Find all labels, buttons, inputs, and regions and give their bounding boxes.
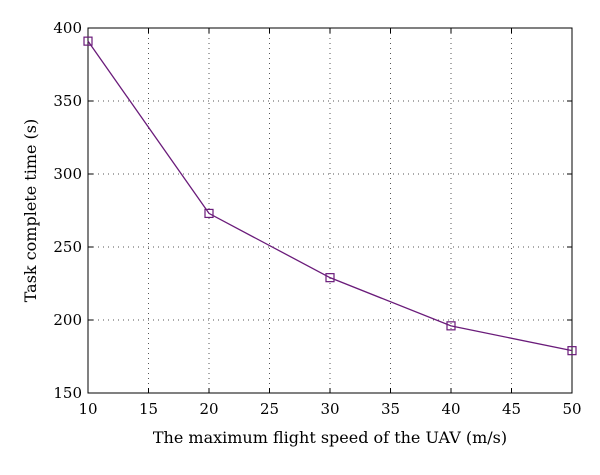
y-tick-label: 300: [53, 165, 82, 183]
data-point-marker: [83, 36, 93, 46]
y-tick-label: 400: [53, 19, 82, 37]
x-tick-label: 15: [139, 400, 158, 418]
x-tick-label: 50: [562, 400, 581, 418]
y-tick-label: 150: [53, 384, 82, 402]
series-line: [87, 40, 573, 352]
x-tick-label: 10: [78, 400, 97, 418]
x-axis-title: The maximum flight speed of the UAV (m/s…: [153, 428, 507, 447]
y-tick-label: 350: [53, 92, 82, 110]
x-tick-label: 40: [441, 400, 460, 418]
series-layer: [83, 36, 577, 356]
data-point-marker: [567, 346, 577, 356]
grid-layer: [88, 28, 572, 393]
x-tick-label: 20: [199, 400, 218, 418]
y-tick-label: 250: [53, 238, 82, 256]
x-tick-label: 45: [502, 400, 521, 418]
data-point-marker: [325, 273, 335, 283]
y-axis-title: Task complete time (s): [21, 119, 40, 303]
data-point-marker: [204, 208, 214, 219]
tick-layer: 10 15 20 25 30 35 40 45 50 150 200 250 300 350 400: [53, 19, 581, 418]
data-point-marker: [446, 321, 456, 331]
x-tick-label: 35: [381, 400, 400, 418]
x-tick-label: 30: [320, 400, 339, 418]
x-tick-label: 25: [260, 400, 279, 418]
y-tick-label: 200: [53, 311, 82, 329]
